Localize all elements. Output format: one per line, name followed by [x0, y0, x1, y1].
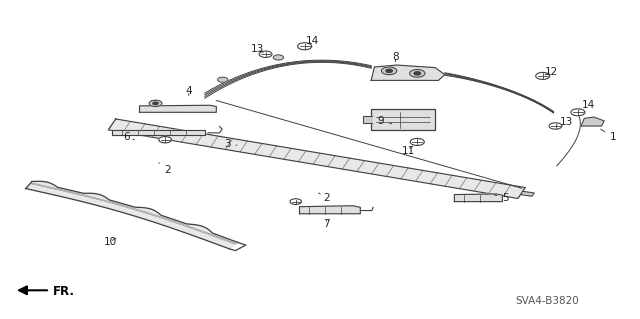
Circle shape — [218, 77, 228, 82]
Circle shape — [414, 72, 420, 75]
Circle shape — [273, 55, 284, 60]
Polygon shape — [112, 130, 205, 135]
Text: 6: 6 — [124, 131, 134, 142]
Text: 2: 2 — [159, 163, 171, 175]
Text: 1: 1 — [601, 129, 616, 142]
Text: 3: 3 — [224, 138, 237, 149]
Text: 14: 14 — [579, 100, 595, 110]
Polygon shape — [363, 116, 372, 123]
Polygon shape — [140, 105, 216, 112]
Text: 7: 7 — [323, 219, 330, 229]
Polygon shape — [371, 65, 445, 80]
Circle shape — [298, 43, 312, 50]
Circle shape — [410, 70, 425, 77]
Circle shape — [410, 138, 424, 145]
Polygon shape — [454, 194, 502, 202]
Text: SVA4-B3820: SVA4-B3820 — [515, 296, 579, 307]
Polygon shape — [300, 206, 360, 214]
Text: 13: 13 — [251, 44, 264, 55]
Text: 5: 5 — [494, 193, 509, 204]
Circle shape — [149, 100, 162, 107]
Circle shape — [381, 67, 397, 75]
Circle shape — [259, 51, 272, 57]
Circle shape — [290, 199, 301, 204]
Polygon shape — [520, 191, 534, 196]
Circle shape — [386, 69, 392, 72]
Text: 11: 11 — [402, 145, 415, 156]
Polygon shape — [108, 119, 525, 198]
Circle shape — [549, 123, 562, 129]
Text: FR.: FR. — [53, 285, 75, 298]
Text: 9: 9 — [378, 116, 392, 126]
Circle shape — [571, 109, 585, 116]
Text: 8: 8 — [392, 52, 399, 62]
Text: 4: 4 — [186, 86, 192, 96]
Text: 12: 12 — [545, 67, 558, 77]
Circle shape — [159, 137, 172, 143]
Circle shape — [153, 102, 158, 105]
Polygon shape — [581, 117, 604, 126]
Text: 10: 10 — [104, 237, 116, 247]
Text: 13: 13 — [557, 117, 573, 127]
FancyBboxPatch shape — [371, 109, 435, 130]
Text: 14: 14 — [306, 36, 319, 46]
Polygon shape — [26, 181, 238, 249]
Circle shape — [536, 72, 550, 79]
Text: 2: 2 — [319, 193, 330, 204]
